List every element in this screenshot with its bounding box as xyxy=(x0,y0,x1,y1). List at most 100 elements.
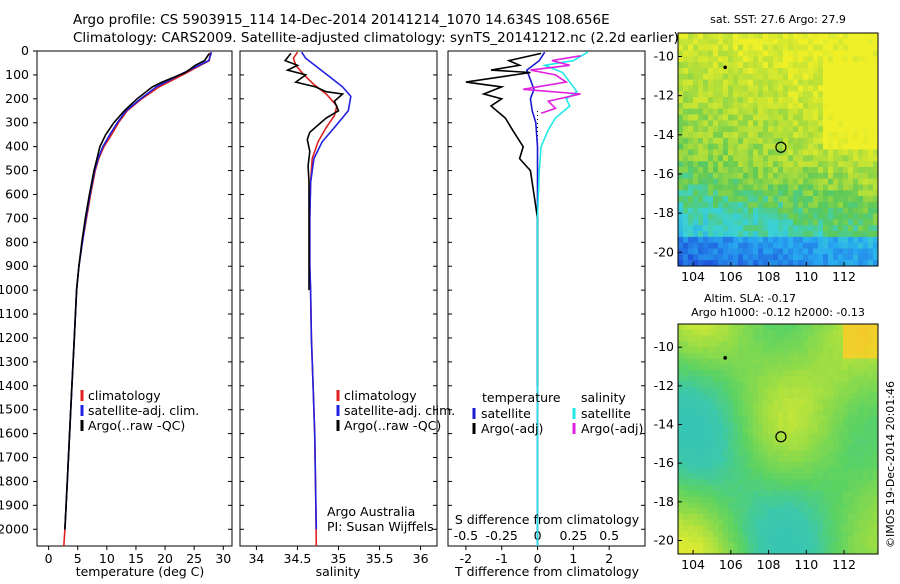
series-line-t-satellite xyxy=(525,51,546,546)
x-tick-label: 10 xyxy=(99,551,115,566)
lat-tick-label: -14 xyxy=(654,417,674,432)
depth-tick-label: 400 xyxy=(5,139,29,154)
argo-position-marker xyxy=(775,431,787,443)
map-field xyxy=(678,33,878,266)
legend-label: Argo(-adj) xyxy=(581,421,643,436)
lon-tick-label: 110 xyxy=(794,269,818,284)
depth-tick-label: 1500 xyxy=(0,402,29,417)
legend-label: satellite xyxy=(481,406,531,421)
legend-title-temperature: temperature xyxy=(482,390,561,405)
x-tick-label: 15 xyxy=(128,551,144,566)
x-tick-label: 0 xyxy=(534,551,542,566)
lat-tick-label: -20 xyxy=(654,532,674,547)
panel-frame xyxy=(447,50,646,547)
depth-tick-label: 500 xyxy=(5,163,29,178)
lat-tick-label: -18 xyxy=(654,494,674,509)
map-field xyxy=(678,324,878,554)
map-frame xyxy=(677,323,879,555)
x-tick-label: 5 xyxy=(74,551,82,566)
depth-tick-label: 1300 xyxy=(0,354,29,369)
x-tick-label: 1 xyxy=(569,551,577,566)
legend-label: satellite-adj. clim. xyxy=(344,403,455,418)
x-tick-label: 0 xyxy=(45,551,53,566)
difference-xlabel-top: S difference from climatology xyxy=(455,512,640,527)
lon-tick-label: 108 xyxy=(757,557,781,572)
s-tick-label: 0.25 xyxy=(559,528,587,543)
legend-label: Argo(..raw -QC) xyxy=(88,418,185,433)
depth-tick-label: 2000 xyxy=(0,521,29,536)
legend-label: climatology xyxy=(344,388,417,403)
s-tick-label: -0.25 xyxy=(486,528,518,543)
difference-panel: -2 -1 0 1 2-0.5 -0.25 0 0.25 0.5temperaturesatel… xyxy=(447,50,646,566)
depth-tick-label: 1800 xyxy=(0,473,29,488)
figure-title-line1: Argo profile: CS 5903915_114 14-Dec-2014… xyxy=(73,12,610,28)
map-frame xyxy=(677,32,879,267)
depth-tick-label: 1200 xyxy=(0,330,29,345)
sla-map-title1: Altim. SLA: -0.17 xyxy=(704,292,796,305)
lon-tick-label: 106 xyxy=(719,269,743,284)
depth-tick-label: 0 xyxy=(21,43,29,58)
legend-label: climatology xyxy=(88,388,161,403)
lat-tick-label: -10 xyxy=(654,48,674,63)
lon-tick-label: 108 xyxy=(757,269,781,284)
x-tick-label: 34.5 xyxy=(284,551,312,566)
depth-axis: 0 100 200 300 400 500 600 700 800 900 1000 1100 1200… xyxy=(0,43,37,536)
depth-tick-label: 1100 xyxy=(0,306,29,321)
x-tick-label: 35.5 xyxy=(366,551,394,566)
depth-tick-label: 1900 xyxy=(0,497,29,512)
x-tick-label: 34 xyxy=(248,551,264,566)
depth-tick-label: 700 xyxy=(5,210,29,225)
annotation-argo-australia: Argo Australia xyxy=(327,504,415,519)
series-line-satellite xyxy=(300,51,352,530)
s-tick-label: -0.5 xyxy=(454,528,478,543)
watermark: ©IMOS 19-Dec-2014 20:01:46 xyxy=(884,381,897,548)
salinity-xlabel: salinity xyxy=(316,564,361,579)
series-line-satellite xyxy=(64,51,213,530)
x-tick-label: 2 xyxy=(605,551,613,566)
lat-tick-label: -10 xyxy=(654,339,674,354)
lat-tick-label: -12 xyxy=(654,88,674,103)
lon-tick-label: 112 xyxy=(832,557,856,572)
depth-tick-label: 800 xyxy=(5,234,29,249)
depth-tick-label: 600 xyxy=(5,186,29,201)
lat-tick-label: -20 xyxy=(654,244,674,259)
salinity-panel: 34 34.5 35 35.5 36 climatologysatellite-adj. … xyxy=(239,50,455,566)
series-line-argo xyxy=(283,52,345,291)
lat-tick-label: -16 xyxy=(654,166,674,181)
series-line-climatology xyxy=(63,52,212,547)
depth-tick-label: 100 xyxy=(5,67,29,82)
lat-tick-label: -18 xyxy=(654,205,674,220)
depth-tick-label: 1000 xyxy=(0,282,29,297)
lat-tick-label: -16 xyxy=(654,455,674,470)
island-marker xyxy=(723,356,727,360)
temperature-xlabel: temperature (deg C) xyxy=(76,564,205,579)
depth-tick-label: 300 xyxy=(5,115,29,130)
x-tick-label: -2 xyxy=(460,551,472,566)
x-tick-label: -1 xyxy=(495,551,507,566)
difference-xlabel: T difference from climatology xyxy=(454,564,640,579)
lon-tick-label: 104 xyxy=(681,269,705,284)
x-tick-label: 35 xyxy=(331,551,347,566)
lat-tick-label: -12 xyxy=(654,378,674,393)
island-marker xyxy=(723,65,727,70)
annotation-pi: PI: Susan Wijffels xyxy=(327,519,434,534)
s-tick-label: 0.5 xyxy=(599,528,619,543)
lon-tick-label: 104 xyxy=(681,557,705,572)
sst-map-title: sat. SST: 27.6 Argo: 27.9 xyxy=(710,13,846,26)
series-line-argo xyxy=(64,52,210,530)
x-tick-label: 25 xyxy=(186,551,202,566)
depth-tick-label: 1700 xyxy=(0,450,29,465)
sst-map: 104 106 108 110 112 -10 -12 -14 -16 -18 -20 xyxy=(654,32,879,284)
legend-label: Argo(..raw -QC) xyxy=(344,418,441,433)
legend-label: satellite xyxy=(581,406,631,421)
lon-tick-label: 110 xyxy=(794,557,818,572)
lat-tick-label: -14 xyxy=(654,127,674,142)
depth-tick-label: 1600 xyxy=(0,426,29,441)
depth-tick-label: 200 xyxy=(5,91,29,106)
panel-frame xyxy=(36,50,233,547)
lon-tick-label: 112 xyxy=(832,269,856,284)
depth-tick-label: 1400 xyxy=(0,378,29,393)
figure-title-line2: Climatology: CARS2009. Satellite-adjuste… xyxy=(73,30,679,46)
